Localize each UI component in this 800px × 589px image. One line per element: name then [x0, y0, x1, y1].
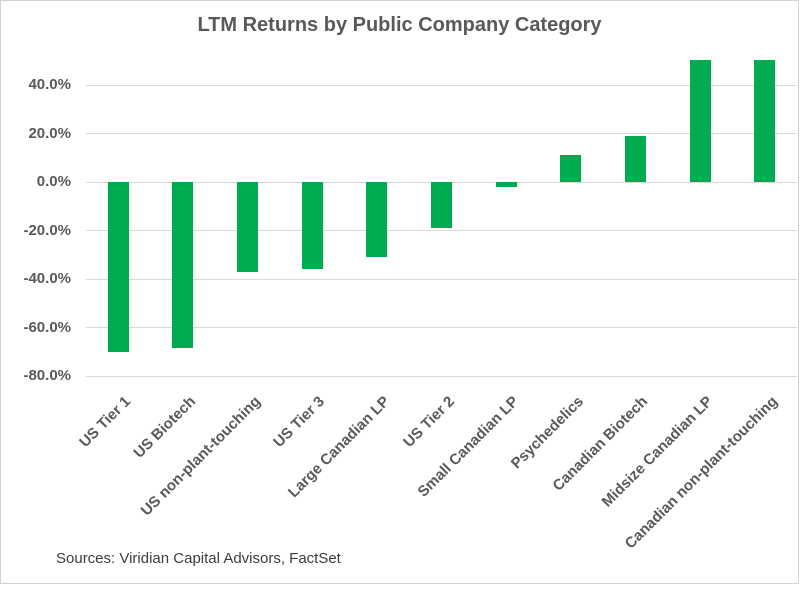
x-axis-label: US Tier 1 — [76, 393, 135, 451]
gridline — [86, 278, 797, 280]
y-tick-label: -60.0% — [23, 318, 71, 336]
y-tick-label: 0.0% — [36, 173, 71, 190]
bar-canadian-non-plant-touching — [754, 59, 776, 182]
gridline — [86, 375, 797, 377]
bar-midsize-canadian-lp — [689, 59, 711, 182]
x-axis-label: US Tier 3 — [270, 393, 329, 451]
bar-us-tier-2 — [431, 182, 452, 229]
x-axis-label: US Biotech — [130, 393, 199, 462]
bar-us-biotech — [172, 182, 194, 349]
gridline — [86, 230, 797, 231]
x-axis-label: US non-plant-touching — [137, 393, 264, 520]
y-tick-label: -20.0% — [23, 221, 71, 239]
bar-large-canadian-lp — [366, 182, 388, 258]
bar-small-canadian-lp — [495, 182, 517, 187]
gridline — [86, 327, 797, 328]
bar-us-tier-3 — [301, 182, 323, 270]
gridline — [86, 84, 797, 86]
bar-us-tier-1 — [107, 182, 129, 352]
bar-us-non-plant-touching — [237, 182, 259, 272]
gridline — [86, 133, 797, 134]
y-tick-label: 40.0% — [28, 76, 71, 93]
x-axis-label: Midsize Canadian LP — [598, 393, 717, 511]
y-tick-label: -40.0% — [23, 270, 71, 287]
y-tick-label: -80.0% — [23, 367, 71, 384]
y-tick-label: 20.0% — [28, 124, 71, 142]
chart-title: LTM Returns by Public Company Category — [197, 14, 602, 36]
x-axis-label: US Tier 2 — [399, 393, 458, 451]
sources-note: Sources: Viridian Capital Advisors, Fact… — [56, 550, 341, 567]
bar-psychedelics — [560, 155, 582, 182]
bar-canadian-biotech — [624, 135, 646, 182]
